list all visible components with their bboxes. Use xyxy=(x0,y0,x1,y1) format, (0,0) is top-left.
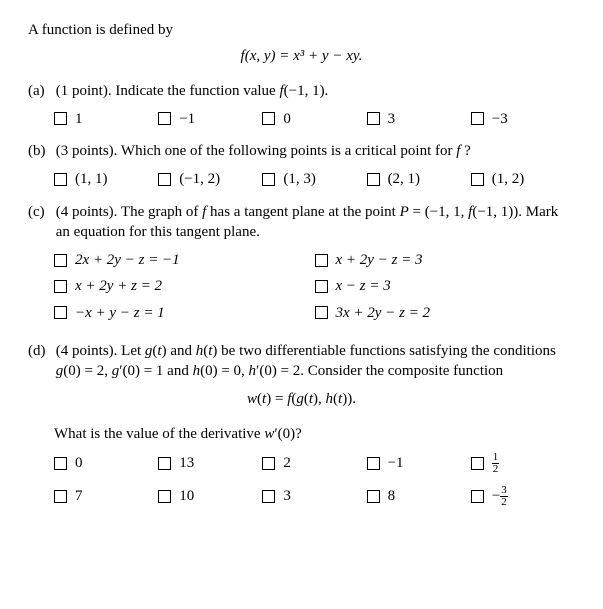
checkbox-icon xyxy=(158,490,171,503)
opt-a-5[interactable]: −3 xyxy=(471,109,575,129)
part-b-points: (3 points). xyxy=(56,143,118,159)
opt-label: 0 xyxy=(283,109,291,129)
checkbox-icon xyxy=(367,490,380,503)
part-c-prompt-a: The graph of f has a tangent plane at th… xyxy=(121,204,522,220)
part-d-label: (d) xyxy=(28,341,52,361)
opt-label: 2 xyxy=(283,453,291,473)
checkbox-icon xyxy=(54,306,67,319)
intro-text: A function is defined by xyxy=(28,20,575,40)
checkbox-icon xyxy=(262,490,275,503)
checkbox-icon xyxy=(262,173,275,186)
opt-d-10[interactable]: −32 xyxy=(471,485,575,508)
opt-label: 10 xyxy=(179,486,194,506)
checkbox-icon xyxy=(471,490,484,503)
checkbox-icon xyxy=(158,457,171,470)
checkbox-icon xyxy=(367,457,380,470)
opt-a-3[interactable]: 0 xyxy=(262,109,366,129)
opt-a-4[interactable]: 3 xyxy=(367,109,471,129)
part-d: (d) (4 points). Let g(t) and h(t) be two… xyxy=(28,341,575,382)
checkbox-icon xyxy=(54,490,67,503)
part-a-points: (1 point). xyxy=(56,83,112,99)
opt-label: (2, 1) xyxy=(388,169,421,189)
part-d-prompt-a: Let g(t) and h(t) be two differentiable … xyxy=(56,343,556,379)
opt-label: (−1, 2) xyxy=(179,169,220,189)
opt-label: 7 xyxy=(75,486,83,506)
opt-c-3[interactable]: x + 2y + z = 2 xyxy=(54,276,315,296)
part-b-options: (1, 1) (−1, 2) (1, 3) (2, 1) (1, 2) xyxy=(54,169,575,189)
opt-label: 8 xyxy=(388,486,396,506)
part-d-prompt-b: What is the value of the derivative w′(0… xyxy=(54,424,575,444)
opt-label: −1 xyxy=(388,453,404,473)
checkbox-icon xyxy=(54,280,67,293)
checkbox-icon xyxy=(54,112,67,125)
part-c-options: 2x + 2y − z = −1 x + 2y − z = 3 x + 2y +… xyxy=(54,250,575,329)
checkbox-icon xyxy=(54,173,67,186)
opt-a-2[interactable]: −1 xyxy=(158,109,262,129)
opt-c-5[interactable]: −x + y − z = 1 xyxy=(54,303,315,323)
part-d-options-row1: 0 13 2 −1 12 xyxy=(54,452,575,475)
checkbox-icon xyxy=(54,254,67,267)
opt-label: −32 xyxy=(492,485,508,508)
opt-label: 13 xyxy=(179,453,194,473)
opt-b-3[interactable]: (1, 3) xyxy=(262,169,366,189)
part-c-points: (4 points). xyxy=(56,204,118,220)
part-b-prompt: Which one of the following points is a c… xyxy=(121,143,471,159)
part-b-label: (b) xyxy=(28,141,52,161)
part-b: (b) (3 points). Which one of the followi… xyxy=(28,141,575,161)
opt-c-2[interactable]: x + 2y − z = 3 xyxy=(315,250,576,270)
checkbox-icon xyxy=(315,280,328,293)
checkbox-icon xyxy=(315,306,328,319)
opt-c-6[interactable]: 3x + 2y − z = 2 xyxy=(315,303,576,323)
checkbox-icon xyxy=(471,173,484,186)
checkbox-icon xyxy=(158,112,171,125)
opt-d-7[interactable]: 10 xyxy=(158,485,262,508)
opt-c-4[interactable]: x − z = 3 xyxy=(315,276,576,296)
checkbox-icon xyxy=(471,112,484,125)
opt-b-1[interactable]: (1, 1) xyxy=(54,169,158,189)
opt-label: 0 xyxy=(75,453,83,473)
checkbox-icon xyxy=(158,173,171,186)
part-a-label: (a) xyxy=(28,81,52,101)
opt-label: (1, 1) xyxy=(75,169,108,189)
opt-d-4[interactable]: −1 xyxy=(367,452,471,475)
checkbox-icon xyxy=(315,254,328,267)
opt-b-5[interactable]: (1, 2) xyxy=(471,169,575,189)
main-equation: f(x, y) = x³ + y − xy. xyxy=(28,46,575,66)
opt-d-5[interactable]: 12 xyxy=(471,452,575,475)
composite-equation: w(t) = f(g(t), h(t)). xyxy=(28,389,575,409)
opt-a-1[interactable]: 1 xyxy=(54,109,158,129)
opt-c-1[interactable]: 2x + 2y − z = −1 xyxy=(54,250,315,270)
part-a: (a) (1 point). Indicate the function val… xyxy=(28,81,575,101)
part-c: (c) (4 points). The graph of f has a tan… xyxy=(28,202,575,243)
opt-d-1[interactable]: 0 xyxy=(54,452,158,475)
opt-d-6[interactable]: 7 xyxy=(54,485,158,508)
part-d-options-row2: 7 10 3 8 −32 xyxy=(54,485,575,508)
opt-d-3[interactable]: 2 xyxy=(262,452,366,475)
opt-label: 3 xyxy=(388,109,396,129)
opt-label: 3 xyxy=(283,486,291,506)
opt-d-2[interactable]: 13 xyxy=(158,452,262,475)
opt-label: −3 xyxy=(492,109,508,129)
part-c-label: (c) xyxy=(28,202,52,222)
opt-label: −1 xyxy=(179,109,195,129)
checkbox-icon xyxy=(471,457,484,470)
opt-d-8[interactable]: 3 xyxy=(262,485,366,508)
part-a-prompt: Indicate the function value f(−1, 1). xyxy=(115,83,328,99)
opt-label: (1, 3) xyxy=(283,169,316,189)
checkbox-icon xyxy=(54,457,67,470)
opt-b-2[interactable]: (−1, 2) xyxy=(158,169,262,189)
opt-label: (1, 2) xyxy=(492,169,525,189)
opt-b-4[interactable]: (2, 1) xyxy=(367,169,471,189)
opt-d-9[interactable]: 8 xyxy=(367,485,471,508)
part-a-options: 1 −1 0 3 −3 xyxy=(54,109,575,129)
checkbox-icon xyxy=(262,112,275,125)
checkbox-icon xyxy=(262,457,275,470)
opt-label: 1 xyxy=(75,109,83,129)
checkbox-icon xyxy=(367,173,380,186)
part-d-points: (4 points). xyxy=(56,343,118,359)
checkbox-icon xyxy=(367,112,380,125)
